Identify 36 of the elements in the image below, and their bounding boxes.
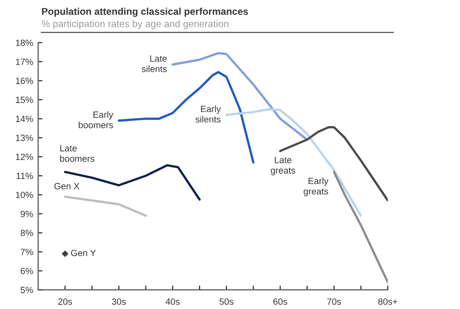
x-tick-label: 20s — [58, 298, 72, 305]
y-tick-label: 6% — [20, 268, 33, 274]
chart-subtitle: % participation rates by age and generation — [42, 20, 228, 30]
x-tick-label: 60s — [273, 298, 288, 305]
series-label: Early boomers — [78, 111, 114, 128]
y-tick-label: 5% — [20, 286, 33, 294]
line-series — [225, 108, 362, 217]
series-label: Late boomers — [60, 145, 94, 162]
y-tick-label: 13% — [16, 134, 33, 142]
y-tick-label: 15% — [16, 96, 33, 104]
x-tick-label: 30s — [112, 298, 126, 305]
y-tick-label: 16% — [16, 78, 33, 84]
series-label: Early silents — [196, 106, 221, 123]
series-label: Gen Y — [71, 250, 96, 256]
series-label: Late greats — [270, 156, 296, 176]
x-tick-label: 70s — [327, 298, 341, 305]
line-series — [332, 170, 388, 284]
x-tick-label: 80s+ — [378, 298, 398, 305]
series-label: Gen X — [54, 182, 80, 190]
x-tick-label: 50s — [220, 298, 234, 305]
y-tick-label: 14% — [16, 116, 33, 122]
y-tick-label: 9% — [20, 210, 33, 218]
y-tick-label: 17% — [16, 58, 33, 65]
y-tick-label: 11% — [16, 172, 33, 180]
x-tick-label: 40s — [166, 298, 180, 305]
y-tick-label: 10% — [16, 192, 33, 198]
y-tick-label: 18% — [16, 40, 33, 46]
y-tick-label: 7% — [20, 248, 33, 256]
line-series — [118, 71, 254, 164]
line-series — [172, 52, 308, 141]
y-tick-label: 8% — [20, 230, 33, 236]
chart-title: Population attending classical performances — [42, 8, 248, 17]
y-tick-label: 12% — [16, 154, 33, 160]
series-label: Early greats — [304, 178, 328, 196]
series-label: Late silents — [142, 55, 167, 72]
line-series — [64, 196, 147, 217]
